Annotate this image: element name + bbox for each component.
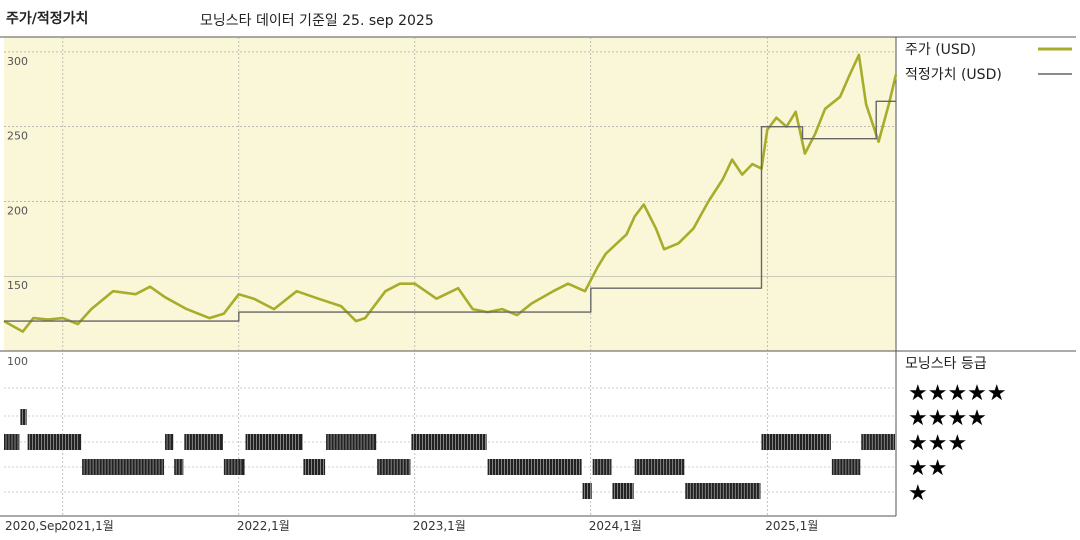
x-tick-label: 2025,1월	[765, 519, 818, 533]
y-axis-ticks: 300 250 200 150 100	[7, 55, 28, 368]
x-tick-label: 2020,Sep	[5, 519, 62, 533]
rating-stars-2: ★★	[908, 456, 947, 481]
rating-segment	[326, 434, 377, 450]
rating-segment	[612, 483, 634, 499]
y-tick-label: 300	[7, 55, 28, 68]
legend-rating-title: 모닝스타 등급	[905, 356, 987, 372]
rating-segment	[184, 434, 223, 450]
rating-segment	[582, 483, 592, 499]
rating-segment	[174, 459, 184, 475]
price-panel	[4, 37, 896, 351]
legend-price-label: 주가 (USD)	[905, 42, 976, 58]
rating-segment	[223, 459, 245, 475]
x-tick-label: 2021,1월	[61, 519, 114, 533]
chart-title: 주가/적정가치	[6, 11, 89, 27]
y-tick-label: 150	[7, 279, 28, 292]
data-date-subtitle: 모닝스타 데이터 기준일 25. sep 2025	[200, 13, 434, 29]
y-tick-label: 250	[7, 130, 28, 143]
legend-fair-label: 적정가치 (USD)	[905, 67, 1002, 83]
rating-axis-label: 100	[7, 355, 28, 368]
rating-segment	[634, 459, 685, 475]
x-tick-label: 2023,1월	[413, 519, 466, 533]
series-lines	[3, 53, 898, 333]
rating-stars-5: ★★★★★	[908, 381, 1007, 406]
y-tick-label: 200	[7, 204, 28, 217]
legend: 주가 (USD)적정가치 (USD)모닝스타 등급★★★★★★★★★★★★★★★	[905, 42, 1072, 506]
rating-segment	[20, 409, 27, 425]
chart-panels	[0, 36, 1076, 517]
rating-bars	[4, 409, 895, 499]
x-tick-label: 2024,1월	[589, 519, 642, 533]
fair-value-line	[4, 100, 896, 322]
price-line	[3, 53, 898, 333]
rating-segment	[592, 459, 612, 475]
rating-stars-1: ★	[908, 481, 928, 506]
x-tick-label: 2022,1월	[237, 519, 290, 533]
rating-segment	[245, 434, 303, 450]
rating-stars-3: ★★★	[908, 431, 967, 456]
rating-segment	[27, 434, 82, 450]
rating-segment	[165, 434, 174, 450]
rating-stars-4: ★★★★	[908, 406, 987, 431]
gridlines	[4, 37, 896, 516]
